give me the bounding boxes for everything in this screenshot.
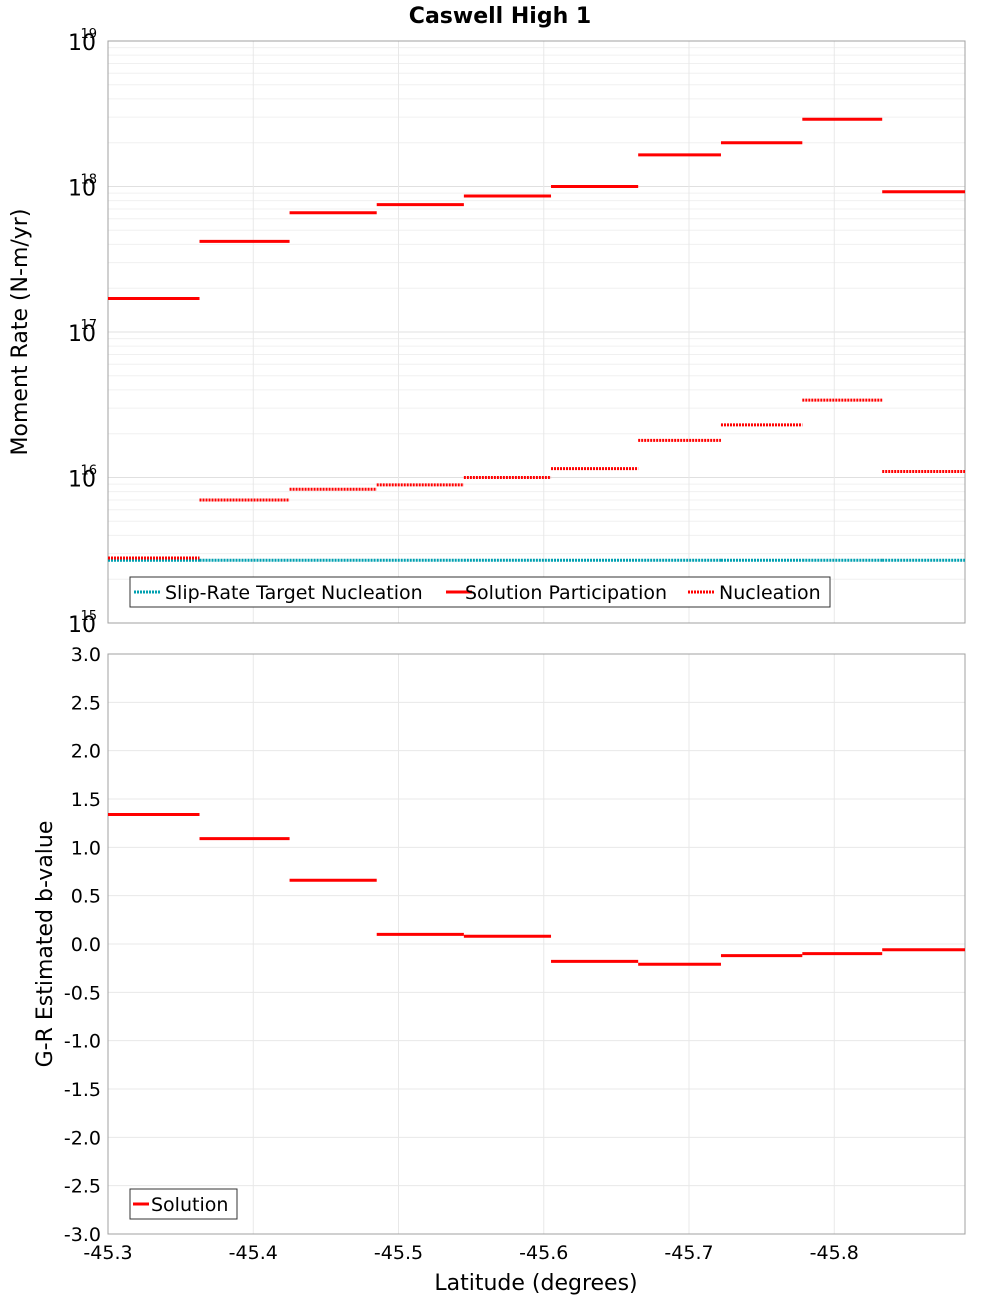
bottom-y-tick: 1.0 [71,837,101,859]
top-legend-label: Solution Participation [465,582,667,604]
top-plot-frame [107,40,966,624]
bottom-gridlines [107,653,965,1235]
top-y-tick-exponent: 15 [80,609,97,624]
bottom-y-axis-label: G-R Estimated b-value [33,821,58,1068]
x-tick: -45.6 [519,1242,568,1264]
top-y-tick-exponent: 18 [80,173,97,188]
top-legend-label: Slip-Rate Target Nucleation [165,582,423,604]
bottom-y-tick: 1.5 [71,789,101,811]
bottom-y-tick: -2.5 [64,1176,101,1198]
x-axis-label: Latitude (degrees) [434,1271,637,1296]
top-series-3 [108,398,965,560]
top-y-tick-base: 10 [68,468,96,493]
bottom-y-tick: -0.5 [64,982,101,1004]
bottom-y-tick: 2.0 [71,741,101,763]
bottom-plot-frame [107,653,966,1235]
x-tick-labels: -45.3 -45.4 -45.5 -45.6 -45.7 -45.8 [83,1242,858,1264]
bottom-y-tick: -1.5 [64,1079,101,1101]
bottom-series-1 [108,812,965,966]
x-tick: -45.3 [83,1242,132,1264]
top-y-axis-label: Moment Rate (N-m/yr) [8,209,33,456]
top-legend-label: Nucleation [719,582,821,604]
bottom-y-tick: 0.5 [71,886,101,908]
top-y-tick-base: 10 [68,322,96,347]
bottom-y-tick: -3.0 [64,1224,101,1246]
top-series-group [108,117,965,562]
bottom-legend-label: Solution [151,1194,228,1216]
top-y-tick-exponent: 17 [80,318,97,333]
chart-title: Caswell High 1 [409,4,591,29]
x-tick: -45.5 [374,1242,423,1264]
top-y-tick-exponent: 19 [80,27,97,42]
top-y-tick-base: 10 [68,31,96,56]
x-tick: -45.4 [229,1242,278,1264]
bottom-y-tick: -1.0 [64,1031,101,1053]
top-legend: Slip-Rate Target Nucleation Solution Part… [129,576,831,608]
bottom-y-tick-labels: -3.0 -2.5 -2.0 -1.5 -1.0 -0.5 0.0 0.5 1.0 1.5 2.0 2… [64,644,101,1246]
bottom-y-tick: 2.5 [71,692,101,714]
bottom-y-tick: -2.0 [64,1127,101,1149]
x-tick: -45.7 [664,1242,713,1264]
bottom-y-tick: 0.0 [71,934,101,956]
top-y-tick-base: 10 [68,613,96,638]
top-series-2 [108,117,965,300]
bottom-y-tick: 3.0 [71,644,101,666]
x-tick: -45.8 [810,1242,859,1264]
top-y-tick-exponent: 16 [80,464,97,479]
top-y-tick-base: 10 [68,177,96,202]
bottom-legend: Solution [129,1188,238,1220]
bottom-series-group [108,812,965,966]
top-gridlines [107,41,965,624]
